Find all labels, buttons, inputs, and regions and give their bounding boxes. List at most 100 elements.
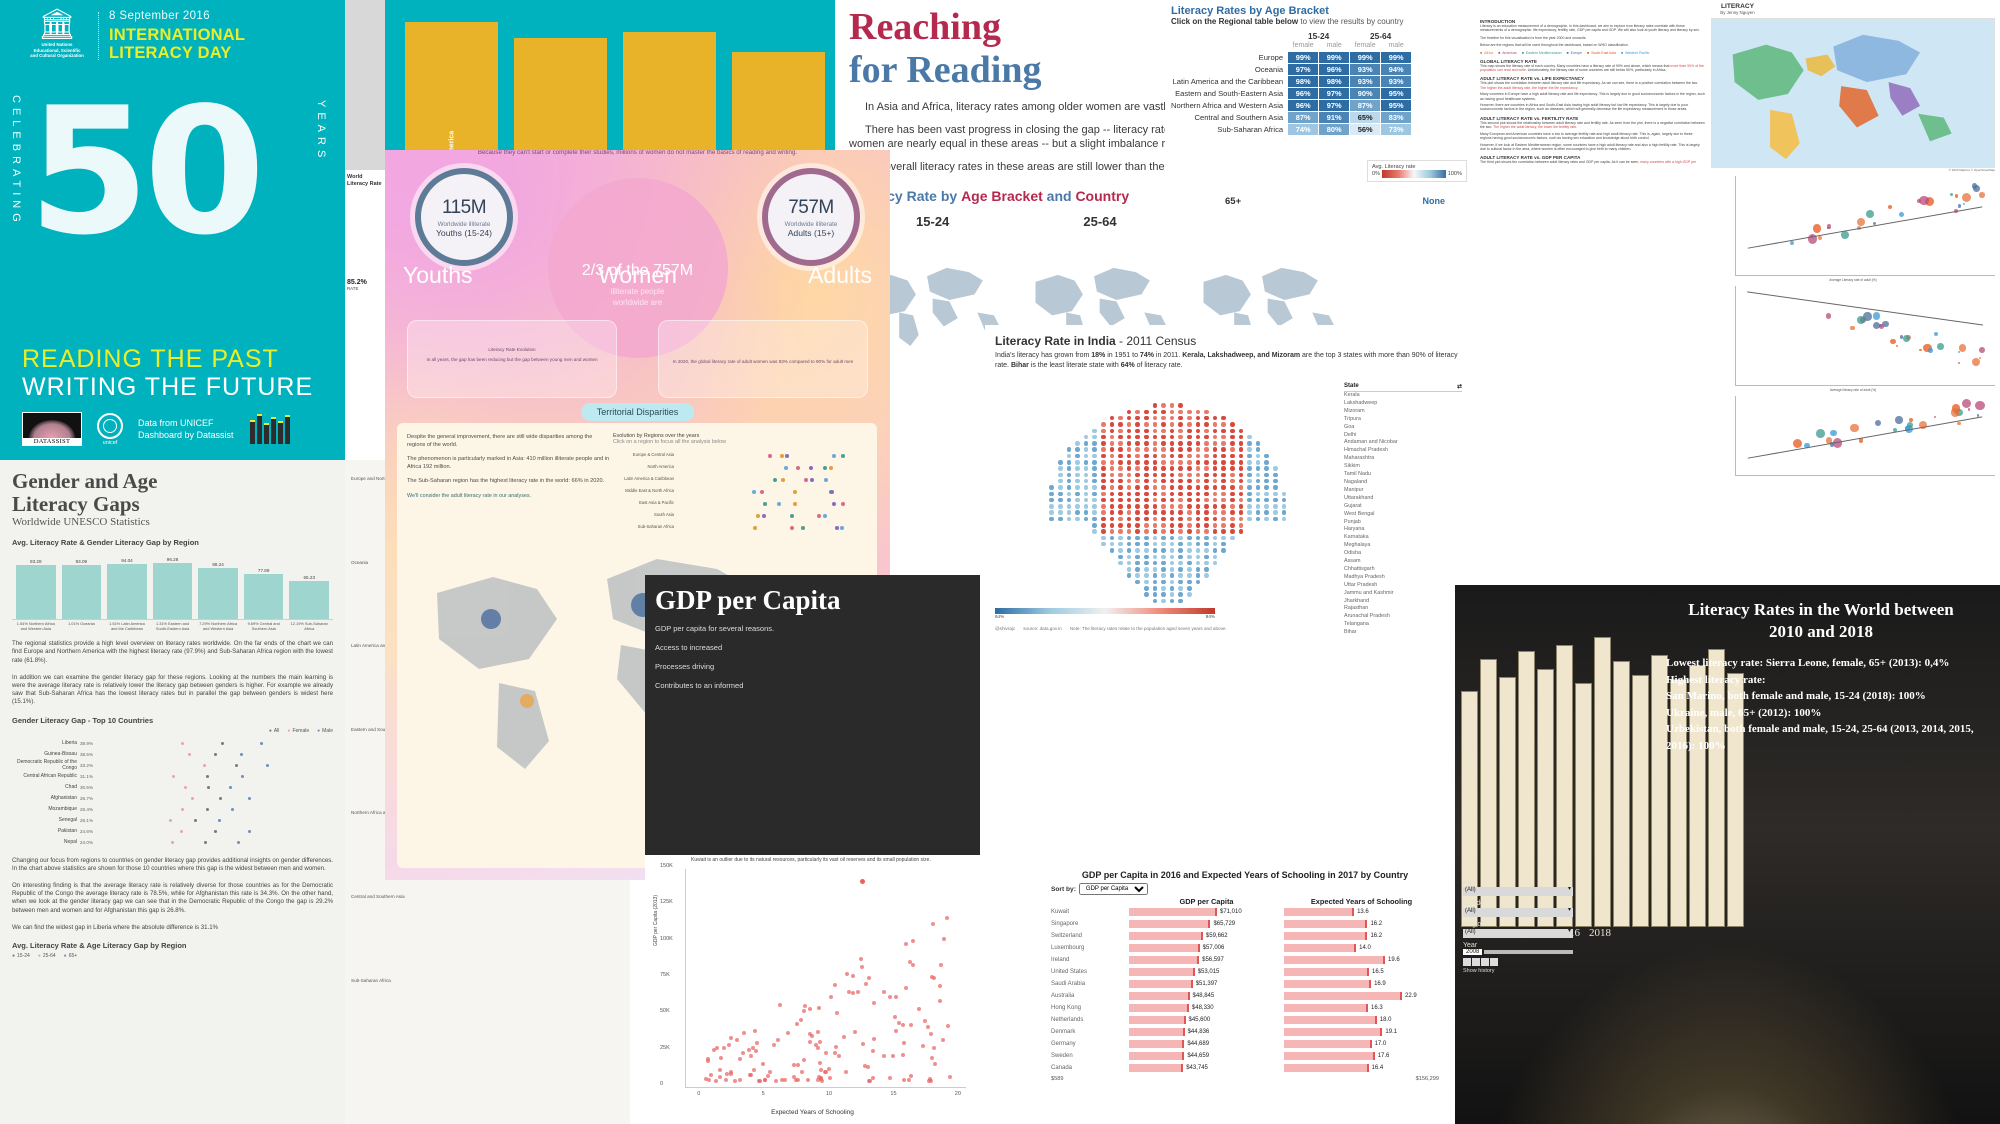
year-dot[interactable] [752,490,756,494]
gdp-scatter-point[interactable] [941,1038,945,1042]
india-state-dot[interactable] [1204,542,1209,547]
india-state-dot[interactable] [1178,599,1183,604]
scatter-bubble[interactable] [1790,241,1794,245]
gdp-scatter-point[interactable] [763,1078,767,1082]
scatter-bubble[interactable] [1899,212,1904,217]
india-state-dot[interactable] [1067,498,1072,503]
india-state-dot[interactable] [1153,485,1158,490]
legend-female[interactable]: Female [287,728,309,734]
india-state-dot[interactable] [1264,479,1269,484]
india-state-dot[interactable] [1256,479,1261,484]
india-state-dot[interactable] [1067,479,1072,484]
gdp-scatter-point[interactable] [718,1068,722,1072]
india-state-dot[interactable] [1221,536,1226,541]
india-state-dot[interactable] [1170,586,1175,591]
india-state-dot[interactable] [1204,561,1209,566]
india-state-dot[interactable] [1092,498,1097,503]
india-state-dot[interactable] [1213,485,1218,490]
india-state-dot[interactable] [1264,517,1269,522]
india-state-dot[interactable] [1196,536,1201,541]
india-state-dot[interactable] [1110,523,1115,528]
india-state-dot[interactable] [1239,460,1244,465]
india-state-dot[interactable] [1187,542,1192,547]
scatter-bubble[interactable] [1866,210,1874,218]
rate-cell[interactable]: 98% [1319,76,1350,88]
india-state-dot[interactable] [1127,536,1132,541]
india-state-dot[interactable] [1161,548,1166,553]
india-state-dot[interactable] [1101,466,1106,471]
country-dot-track[interactable] [110,771,333,782]
country-dot-track[interactable] [110,815,333,826]
litdash-region-legend[interactable]: AfricaAmericasEastern MediterraneanEurop… [1480,51,1705,55]
show-history-label[interactable]: Show history [1463,968,1573,974]
india-state-dot[interactable] [1178,410,1183,415]
india-state-dot[interactable] [1196,447,1201,452]
india-state-dot[interactable] [1161,454,1166,459]
india-state-dot[interactable] [1092,523,1097,528]
gdp-scatter-point[interactable] [891,1054,895,1058]
india-state-dot[interactable] [1084,498,1089,503]
india-state-dot[interactable] [1187,441,1192,446]
india-state-dot[interactable] [1230,536,1235,541]
india-state-dot[interactable] [1273,485,1278,490]
gdp-scatter-plot[interactable]: 0 25K 50K 75K 100K 125K 150K 0 5 10 15 20 [685,869,966,1088]
india-state-dot[interactable] [1213,466,1218,471]
india-state-dot[interactable] [1110,479,1115,484]
india-state-dot[interactable] [1144,580,1149,585]
india-state-dot[interactable] [1135,441,1140,446]
india-state-dot[interactable] [1110,504,1115,509]
gdp-scatter-point[interactable] [861,1042,865,1046]
india-state-dot[interactable] [1204,492,1209,497]
india-state-dot[interactable] [1187,498,1192,503]
india-state-dot[interactable] [1127,416,1132,421]
india-state-dot[interactable] [1144,429,1149,434]
book-spine-bar[interactable] [1632,675,1649,927]
country-dot-track[interactable] [110,760,333,771]
india-state-dot[interactable] [1153,561,1158,566]
gdp-scatter-point[interactable] [860,965,864,969]
table-row[interactable]: Central African Republic 31.1% [12,771,333,782]
gdp-scatter-point[interactable] [939,963,943,967]
gdp-scatter-point[interactable] [931,922,935,926]
india-state-dot[interactable] [1092,492,1097,497]
table-row[interactable]: Democratic Republic of the Congo 33.2% [12,760,333,771]
india-state-dot[interactable] [1101,536,1106,541]
india-state-dot[interactable] [1135,548,1140,553]
year-dot[interactable] [824,478,828,482]
gdp-scatter-point[interactable] [802,1058,806,1062]
india-state-dot[interactable] [1273,479,1278,484]
india-state-dot[interactable] [1239,435,1244,440]
gdp-bar-group[interactable]: $59,662 [1129,932,1284,940]
india-state-dot[interactable] [1135,435,1140,440]
rate-cell[interactable]: 73% [1381,124,1412,136]
year-dot[interactable] [796,466,800,470]
india-state-dot[interactable] [1161,555,1166,560]
india-state-dot[interactable] [1247,447,1252,452]
scatter-bubble[interactable] [1958,362,1960,364]
india-state-dot[interactable] [1058,485,1063,490]
india-state-dot[interactable] [1256,447,1261,452]
india-state-dot[interactable] [1204,466,1209,471]
india-state-dot[interactable] [1170,542,1175,547]
india-state-dot[interactable] [1075,510,1080,515]
india-state-dot[interactable] [1144,542,1149,547]
india-state-dot[interactable] [1178,429,1183,434]
india-state-dot[interactable] [1204,555,1209,560]
india-state-dot[interactable] [1204,567,1209,572]
india-state-dot[interactable] [1110,460,1115,465]
india-state-dot[interactable] [1127,485,1132,490]
scatter-bubble[interactable] [1950,193,1953,196]
gaps-bar[interactable]: 65.23 [289,550,329,619]
rate-cell[interactable]: 94% [1381,64,1412,76]
pause-button[interactable] [1472,958,1480,966]
gdp-scatter-point[interactable] [917,1007,921,1011]
india-state-dot[interactable] [1196,473,1201,478]
india-state-dot[interactable] [1110,429,1115,434]
year-dot[interactable] [768,454,772,458]
gdp-scatter-point[interactable] [747,1048,751,1052]
region-dot-track[interactable] [677,485,863,497]
india-state-dot[interactable] [1221,542,1226,547]
india-state-dot[interactable] [1092,479,1097,484]
year-dot[interactable] [810,478,814,482]
india-state-dot[interactable] [1110,485,1115,490]
